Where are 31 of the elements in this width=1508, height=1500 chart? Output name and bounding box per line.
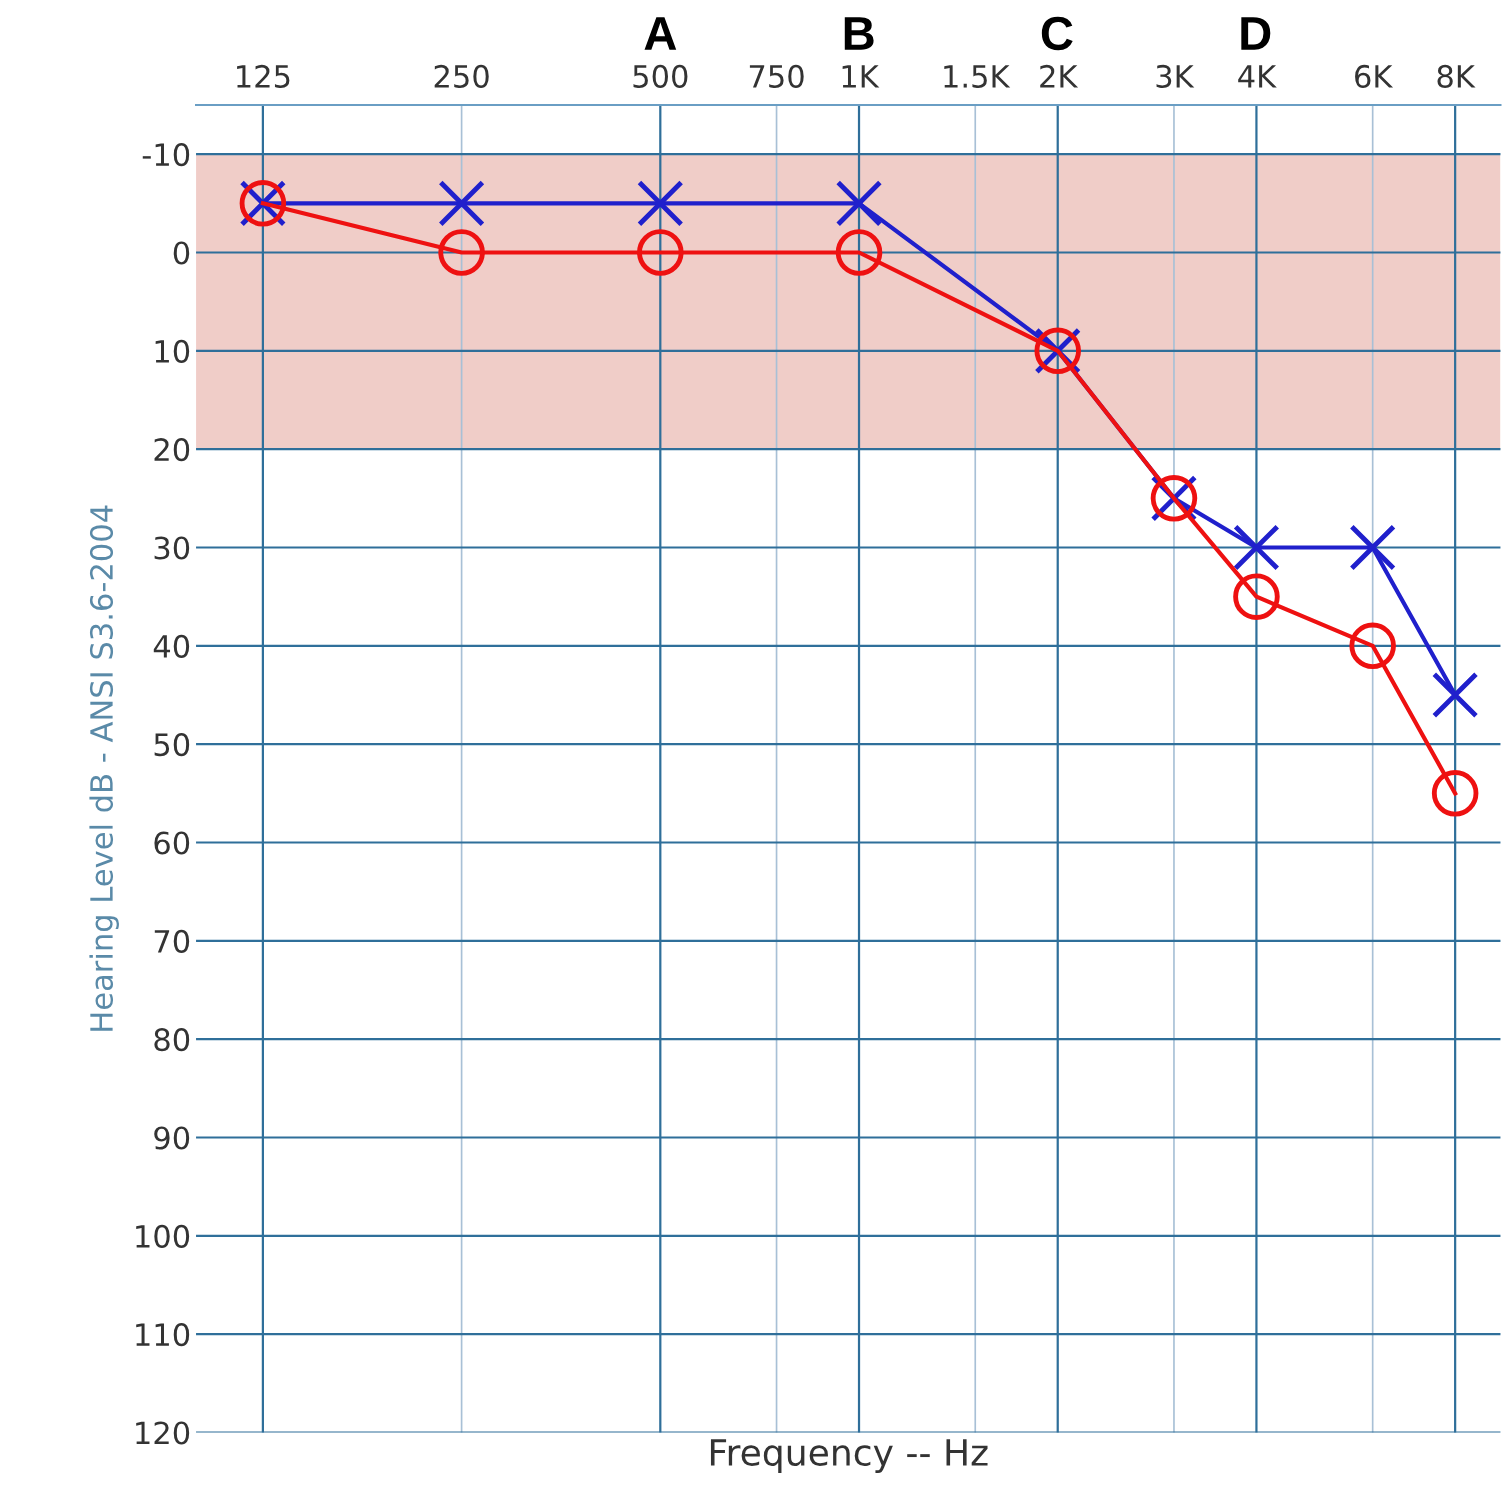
x-tick-label: 1K bbox=[842, 65, 880, 88]
x-tick-label: 4K bbox=[1238, 65, 1277, 88]
y-tick-label: 120 bbox=[136, 1421, 190, 1445]
y-tick-label: 20 bbox=[154, 438, 190, 462]
y-tick-label: 100 bbox=[136, 1224, 190, 1248]
x-tick-label: 6K bbox=[1355, 64, 1394, 88]
x-tick-label: 750 bbox=[749, 64, 804, 88]
y-tick-label: 30 bbox=[154, 536, 190, 560]
y-tick-label: 80 bbox=[154, 1028, 190, 1052]
y-axis-title: Hearing Level dB - ANSI S3.6-2004 bbox=[89, 505, 119, 1031]
x-tick-label: 1.5K bbox=[944, 65, 1011, 88]
x-tick-label: 125 bbox=[237, 64, 290, 88]
x-tick-label: 3K bbox=[1156, 64, 1195, 88]
y-tick-label: 90 bbox=[154, 1126, 190, 1150]
y-tick-label: 40 bbox=[153, 634, 190, 658]
y-tick-label: 10 bbox=[155, 339, 190, 363]
y-tick-label: 0 bbox=[173, 241, 190, 265]
x-tick-label: 250 bbox=[434, 64, 489, 88]
y-tick-label: 60 bbox=[154, 831, 190, 855]
y-tick-label: 70 bbox=[154, 929, 190, 953]
text: D bbox=[1241, 17, 1271, 50]
x-tick-label: 2K bbox=[1040, 64, 1079, 88]
text: B bbox=[844, 17, 874, 50]
x-tick-label: 8K bbox=[1437, 64, 1476, 88]
text: A bbox=[644, 17, 677, 50]
x-tick-label: 500 bbox=[633, 64, 688, 88]
x-axis-title: Frequency -- Hz bbox=[710, 1439, 988, 1473]
y-tick-label: -10 bbox=[142, 143, 190, 167]
y-tick-label: 50 bbox=[154, 733, 190, 757]
y-tick-label: 110 bbox=[136, 1323, 190, 1347]
text: C bbox=[1041, 16, 1073, 51]
